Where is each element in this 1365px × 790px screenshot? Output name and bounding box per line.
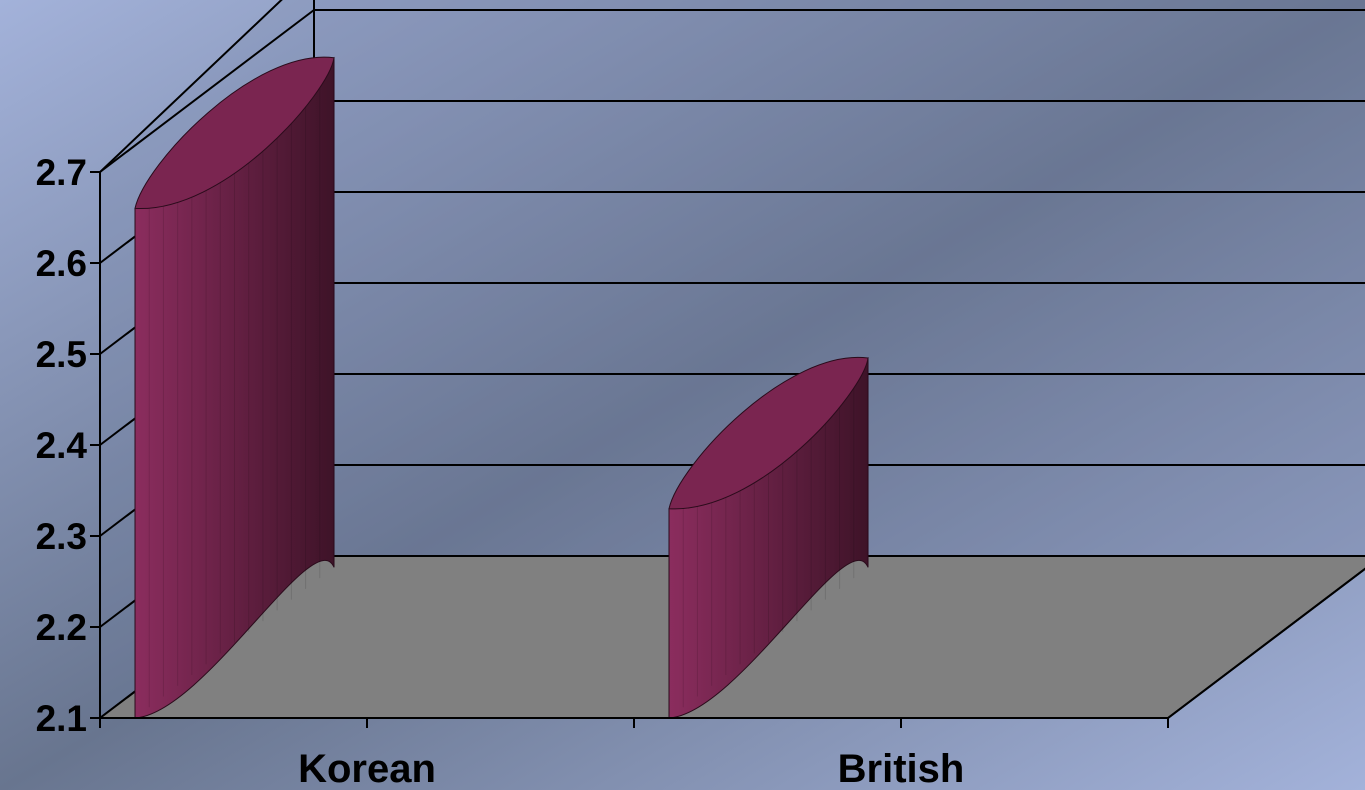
y-tick-label: 2.1	[36, 698, 87, 739]
back-wall	[314, 0, 1365, 556]
bar	[134, 56, 335, 719]
axes	[90, 171, 1169, 728]
bars-group	[134, 56, 869, 719]
bar	[668, 357, 869, 719]
x-axis-category-labels: Korean British	[298, 747, 964, 790]
side-gridline	[99, 9, 315, 173]
y-tick-label: 2.4	[36, 425, 88, 466]
bar-body	[134, 56, 335, 719]
y-tick-label: 2.5	[36, 334, 87, 375]
bar-top-cap	[134, 56, 335, 209]
y-tick-label: 2.2	[36, 607, 87, 648]
y-tick-label: 2.6	[36, 243, 87, 284]
floor-right-edge	[1167, 567, 1365, 719]
x-category-label: British	[838, 747, 965, 790]
y-tick-label: 2.3	[36, 516, 87, 557]
bar-body	[668, 357, 869, 719]
y-tick-label: 2.7	[36, 152, 87, 193]
x-category-label: Korean	[298, 747, 436, 790]
y-axis-tick-labels: 2.1 2.2 2.3 2.4 2.5 2.6 2.7	[36, 152, 88, 739]
bar-top-cap	[668, 357, 869, 510]
